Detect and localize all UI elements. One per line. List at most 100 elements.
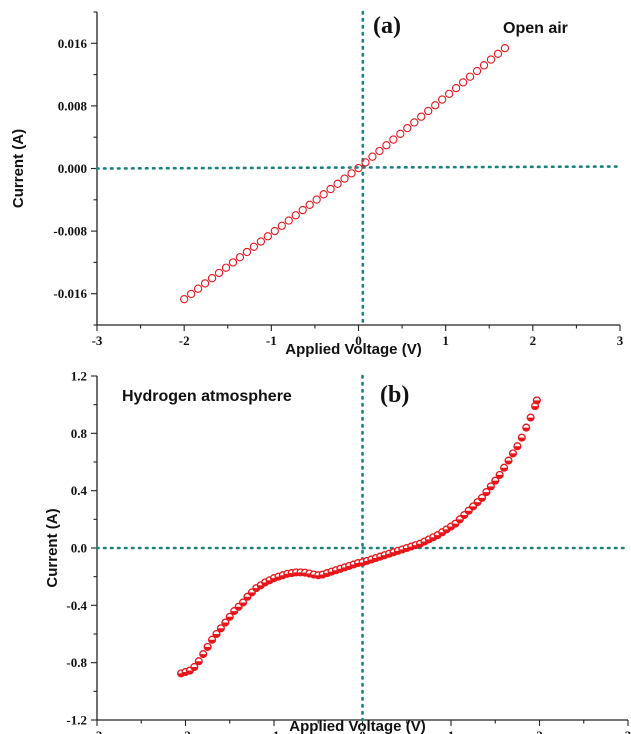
data-point (298, 205, 307, 215)
data-point (500, 44, 510, 53)
y-tick-label: -0.8 (66, 655, 87, 670)
data-point (532, 396, 541, 405)
data-point (410, 118, 419, 127)
data-point (445, 89, 454, 98)
data-point (190, 662, 199, 672)
y-tick-label: 0.0 (71, 541, 87, 556)
x-tick-label: 3 (617, 333, 624, 348)
x-axis-label: Applied Voltage (V) (285, 341, 421, 358)
data-point (504, 456, 513, 465)
data-point (347, 169, 356, 178)
data-point (361, 158, 370, 167)
data-point (208, 635, 217, 644)
data-point (230, 607, 239, 616)
data-point (193, 284, 203, 293)
horizontal-reference-line (95, 165, 622, 170)
x-tick-label: 1 (442, 333, 449, 348)
data-point (263, 232, 272, 241)
y-tick-label: 0.000 (58, 161, 87, 176)
data-point (340, 174, 349, 183)
y-tick-label: 0.4 (71, 483, 88, 498)
data-point (500, 463, 509, 472)
data-point (389, 135, 398, 144)
data-point (438, 95, 447, 104)
y-tick-label: 0.008 (58, 98, 88, 113)
y-tick-label: 1.2 (71, 369, 87, 384)
data-point (221, 263, 231, 272)
data-point (333, 179, 342, 188)
y-tick-label: -1.2 (66, 713, 87, 728)
data-point (354, 163, 363, 173)
data-point (486, 55, 496, 64)
data-point (203, 642, 212, 651)
panel-a-open-air: -3 -2 -1 0 1 2 3 -0.016 -0.008 0.000 0.008 0.016 App… (10, 10, 624, 358)
data-point (270, 226, 279, 236)
data-point (200, 279, 210, 288)
data-point (493, 49, 503, 59)
data-point (417, 112, 426, 121)
y-tick-label: -0.016 (53, 286, 87, 301)
data-point (375, 146, 384, 156)
data-point (221, 618, 230, 627)
data-point (522, 423, 531, 432)
data-point (235, 253, 245, 262)
data-point (479, 61, 489, 70)
data-point (312, 195, 321, 204)
data-point (291, 211, 300, 220)
data-point (472, 66, 482, 76)
data-point (186, 289, 196, 299)
data-point (256, 237, 266, 246)
panel-b-hydrogen-atmosphere: -3 -2 -1 0 1 2 3 -1.2 -0.8 -0.4 0.0 0.4 0.8 1.2 Applie… (44, 369, 631, 734)
data-point (199, 650, 208, 659)
x-tick-label: -2 (180, 728, 191, 734)
data-point (238, 598, 248, 607)
data-point (429, 533, 438, 542)
x-tick-label: 2 (530, 333, 537, 348)
data-point (491, 476, 500, 485)
y-tick-label: 0.016 (58, 36, 88, 51)
x-tick-label: 2 (536, 728, 543, 734)
data-point (194, 657, 203, 666)
data-point (249, 242, 259, 251)
data-point (513, 442, 522, 451)
panel-label: (b) (380, 382, 409, 408)
y-axis-label: Current (A) (10, 129, 27, 208)
data-point (517, 433, 526, 442)
x-tick-label: -3 (92, 333, 103, 348)
condition-annotation: Hydrogen atmosphere (122, 388, 292, 405)
data-point (319, 190, 328, 199)
panel-label: (a) (373, 13, 401, 39)
x-axis-label: Applied Voltage (V) (289, 718, 425, 734)
data-point (216, 624, 225, 633)
data-point (473, 498, 482, 507)
data-point (431, 101, 440, 110)
data-point (403, 123, 412, 133)
data-point (508, 449, 518, 458)
x-tick-label: 0 (359, 728, 366, 734)
data-point (228, 258, 238, 267)
x-tick-label: 0 (355, 333, 362, 348)
data-point (242, 247, 252, 257)
data-point (225, 612, 234, 621)
data-point (486, 482, 495, 491)
data-point (277, 221, 286, 230)
x-tick-label: 1 (448, 728, 455, 734)
data-point (424, 106, 433, 116)
data-point (284, 216, 293, 225)
x-tick-label: -3 (92, 728, 103, 734)
data-point (482, 488, 491, 497)
data-point (458, 78, 468, 87)
x-tick-label: -1 (266, 333, 277, 348)
x-tick-label: -1 (269, 728, 280, 734)
data-point (495, 470, 504, 479)
data-point (396, 129, 405, 138)
data-point (212, 629, 221, 639)
data-point (305, 200, 314, 209)
data-point (207, 274, 217, 283)
y-tick-label: -0.4 (66, 598, 87, 613)
data-point (368, 152, 377, 161)
data-point (180, 295, 189, 304)
data-point (477, 493, 487, 502)
y-tick-label: -0.008 (53, 224, 87, 239)
